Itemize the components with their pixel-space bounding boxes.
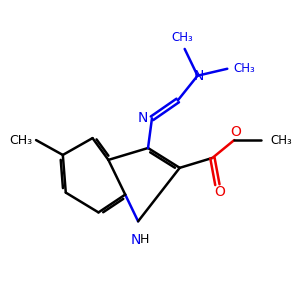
Text: CH₃: CH₃ [270, 134, 292, 147]
Text: H: H [140, 233, 149, 246]
Text: CH₃: CH₃ [172, 31, 194, 44]
Text: N: N [194, 69, 204, 83]
Text: N: N [138, 111, 148, 125]
Text: CH₃: CH₃ [233, 62, 255, 75]
Text: O: O [214, 184, 225, 199]
Text: CH₃: CH₃ [9, 134, 32, 147]
Text: O: O [230, 125, 241, 139]
Text: N: N [131, 233, 141, 247]
